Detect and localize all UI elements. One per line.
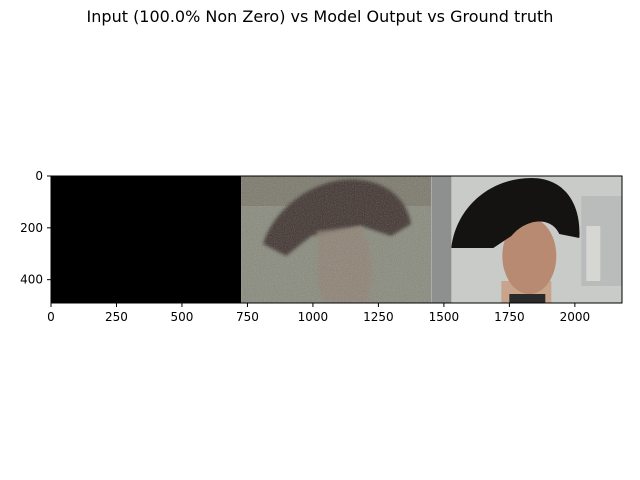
x-tick-label: 1500 bbox=[429, 310, 460, 324]
x-tick-label: 1750 bbox=[494, 310, 525, 324]
x-tick-label: 250 bbox=[105, 310, 128, 324]
x-tick-label: 1000 bbox=[298, 310, 329, 324]
axes-frame bbox=[50, 175, 623, 304]
model-output-panel bbox=[241, 176, 431, 303]
y-tick-label: 400 bbox=[20, 273, 43, 287]
chart-title: Input (100.0% Non Zero) vs Model Output … bbox=[86, 7, 554, 26]
y-tick-label: 200 bbox=[20, 221, 43, 235]
x-tick-label: 500 bbox=[171, 310, 194, 324]
image-panels bbox=[51, 176, 622, 303]
truth-face bbox=[502, 218, 557, 294]
truth-left-shadow bbox=[431, 176, 452, 303]
x-tick-label: 1250 bbox=[363, 310, 394, 324]
output-noise bbox=[241, 176, 431, 303]
x-tick-label: 0 bbox=[47, 310, 55, 324]
x-tick-label: 750 bbox=[236, 310, 259, 324]
x-tick-label: 2000 bbox=[560, 310, 591, 324]
ground-truth-panel bbox=[431, 176, 622, 303]
y-tick-label: 0 bbox=[35, 169, 43, 183]
truth-hair bbox=[451, 178, 580, 248]
truth-collar bbox=[509, 294, 546, 303]
axes: 0 250 500 750 1000 1250 1500 1750 2000 0 200 400 bbox=[20, 169, 623, 324]
truth-door bbox=[586, 226, 601, 281]
input-panel bbox=[51, 176, 242, 303]
